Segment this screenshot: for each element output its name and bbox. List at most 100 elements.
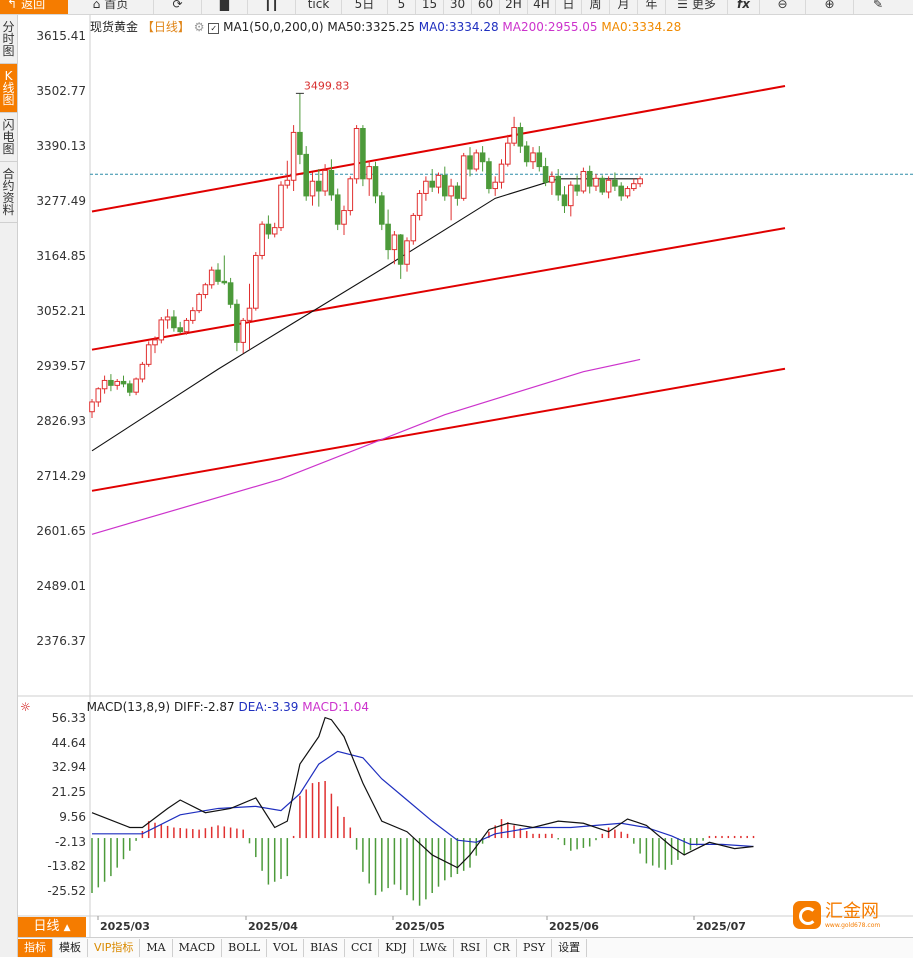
candle-body [341,210,347,225]
indicator-tab-13[interactable]: PSY [517,939,553,957]
candle-body [574,184,580,192]
refresh-icon: ⟳ [172,0,183,11]
period-年[interactable]: 年 [638,0,666,14]
period-日[interactable]: 日 [556,0,582,14]
candle-body [586,170,593,187]
indicator-tab-8[interactable]: CCI [345,939,380,957]
indicator-tab-5[interactable]: BOLL [222,939,267,957]
period-30[interactable]: 30 [444,0,472,14]
candle-body [555,175,562,196]
period-5日[interactable]: 5日 [342,0,388,14]
back-button[interactable]: ↰ 返回 [0,0,68,14]
period-15[interactable]: 15 [416,0,444,14]
candle-body [473,152,480,170]
candle-body [479,152,486,163]
candle-body [101,379,108,390]
refresh-button[interactable]: ⟳ [154,0,202,14]
channel-line-1[interactable] [91,227,786,351]
sidebar-tab-0[interactable]: 分时图 [0,15,17,64]
period-60[interactable]: 60 [472,0,500,14]
gear-icon[interactable]: ⚙ [193,20,205,34]
kline-chart[interactable]: 3499.83 [0,0,913,937]
candle-body [542,166,549,183]
period-4H[interactable]: 4H [528,0,556,14]
sun-icon[interactable]: ☼ [20,700,31,714]
indicator-tab-11[interactable]: RSI [454,939,488,957]
period-5[interactable]: 5 [388,0,416,14]
candle-body [599,177,606,193]
candle-body [284,179,291,186]
period-月[interactable]: 月 [610,0,638,14]
indicator-tab-2[interactable]: VIP指标 [88,939,141,957]
ma0-value-2: MA0:3334.28 [601,20,682,34]
indicator-tab-7[interactable]: BIAS [304,939,345,957]
macd-tick-label: 21.25 [51,785,86,800]
period-周[interactable]: 周 [582,0,610,14]
home-label: 首页 [104,0,129,11]
candle-body [297,131,303,155]
time-tick-label: 2025/06 [549,920,599,933]
zoom-in-button[interactable]: ⊕ [806,0,854,14]
indicator-tab-1[interactable]: 模板 [53,939,88,957]
candle-body [303,153,309,197]
candle-body [133,378,139,393]
ma1-label: MA1(50,0,200,0) [223,20,324,34]
candle-body [164,316,171,321]
candle-body [202,284,209,296]
menu-icon: ☰ [677,0,688,11]
macd-header: ☼ MACD(13,8,9) DIFF:-2.87 DEA:-3.39 MACD… [20,700,369,714]
home-icon: ⌂ [92,0,101,11]
home-button[interactable]: ⌂ 首页 [68,0,154,14]
logo-url: www.gold678.com [825,921,881,929]
price-tick-label: 3277.49 [36,194,86,208]
candle-body [271,227,278,235]
ma0-value: MA0:3334.28 [418,20,499,34]
period-selector: 5日 5 15 30 60 2H 4H 日周月年 [342,0,666,14]
indicator-tab-4[interactable]: MACD [173,939,223,957]
tick-button[interactable]: tick [296,0,342,14]
channel-line-2[interactable] [91,367,786,492]
indicator-tab-9[interactable]: KDJ [379,939,414,957]
candle-body [360,128,366,180]
sidebar-tab-3[interactable]: 合约资料 [0,162,17,223]
period-label: 【日线】 [141,20,190,34]
chart-header: 现货黄金 【日线】 ⚙ ✓ MA1(50,0,200,0) MA50:3325.… [90,18,681,35]
period-2H[interactable]: 2H [500,0,528,14]
indicator-tab-14[interactable]: 设置 [552,939,588,957]
sidebar-tab-2[interactable]: 闪电图 [0,113,17,162]
period-tab[interactable]: 日线 ▲ [18,917,86,937]
indicator-tab-0[interactable]: 指标 [18,939,53,957]
candle-body [593,177,599,187]
candle-body [486,161,492,190]
more-button[interactable]: ☰ 更多 [666,0,728,14]
candle-body [511,127,517,144]
period-tab-label: 日线 [33,919,60,934]
candle-body [372,166,379,197]
draw-button[interactable]: ✎ [854,0,902,14]
indicator-toggle-icon[interactable]: ✓ [208,23,220,34]
candle-body [152,339,158,346]
indicator-tab-10[interactable]: LW& [414,939,455,957]
price-tick-label: 3390.13 [36,139,86,153]
indicator-tab-6[interactable]: VOL [267,939,305,957]
candle-body [366,166,372,180]
candle-type-button[interactable]: ┃┃ [248,0,296,14]
candle-body [190,310,196,321]
candle-body [467,155,473,170]
ma200-line [91,358,641,535]
candle-body [416,192,423,216]
macd-tick-label: 56.33 [51,711,86,725]
macd-tick-label: 44.64 [51,735,86,750]
top-toolbar: ↰ 返回 ⌂ 首页 ⟳ ▐▌ ┃┃ tick 5日 5 15 30 60 2H 4H 日周月年… [0,0,913,15]
candle-body [605,179,612,193]
price-tick-label: 2489.01 [36,579,86,593]
channel-line-0[interactable] [91,85,786,213]
chart-type-button[interactable]: ▐▌ [202,0,248,14]
zoom-out-button[interactable]: ⊖ [760,0,806,14]
formula-button[interactable]: fx [728,0,760,14]
indicator-tab-12[interactable]: CR [487,939,517,957]
indicator-tab-3[interactable]: MA [140,939,173,957]
candle-body [568,184,574,207]
